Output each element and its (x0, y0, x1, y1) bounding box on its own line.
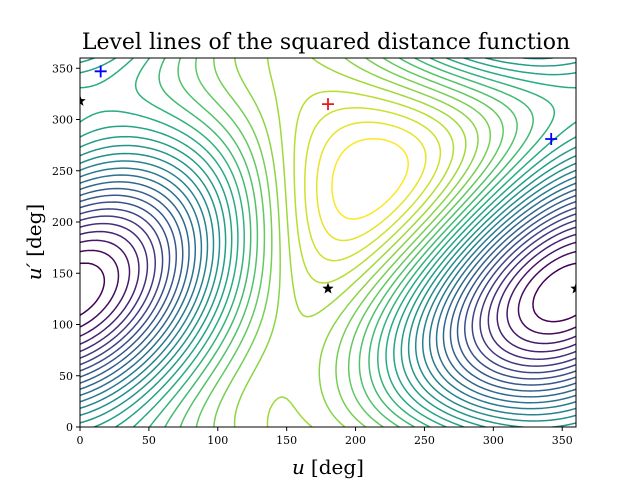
y-tick-label: 50 (59, 370, 73, 383)
contour-level (80, 187, 576, 392)
y-tick-label: 100 (52, 319, 73, 332)
x-axis-unit: [deg] (311, 455, 364, 479)
y-axis-ticks: 0 50 100 150 200 250 300 350 (52, 62, 80, 434)
x-tick-label: 200 (345, 434, 366, 447)
contour-level (331, 137, 409, 220)
contour-level (195, 58, 504, 427)
x-tick-label: 250 (414, 434, 435, 447)
contour-level (293, 90, 455, 284)
max-plus-marker (322, 98, 334, 111)
chart-title: Level lines of the squared distance func… (82, 30, 570, 55)
x-axis-ticks: 0 50 100 150 200 250 300 350 (77, 427, 573, 447)
contour-level (266, 58, 467, 427)
y-axis-symbol: u′ (22, 262, 46, 280)
y-tick-label: 350 (52, 62, 73, 75)
y-tick-label: 300 (52, 114, 73, 127)
contour-level (80, 152, 576, 422)
contour-level (304, 107, 442, 262)
contour-level (80, 167, 576, 410)
contour-level (80, 249, 576, 335)
x-tick-label: 150 (276, 434, 297, 447)
critical-point-markers (80, 65, 576, 294)
contour-level (213, 58, 492, 427)
y-tick-label: 0 (66, 421, 73, 434)
saddle-star-marker (80, 95, 86, 106)
x-tick-label: 300 (483, 434, 504, 447)
contour-level (177, 58, 518, 427)
y-axis-unit: [deg] (22, 204, 46, 257)
x-tick-label: 0 (77, 434, 84, 447)
x-tick-label: 100 (207, 434, 228, 447)
contour-level (80, 239, 576, 345)
min-plus-marker (94, 65, 107, 78)
contour-level (233, 58, 479, 427)
contour-level (80, 174, 576, 404)
x-axis-symbol: u (292, 455, 305, 479)
saddle-star-marker (322, 282, 334, 294)
contour-level (158, 58, 534, 427)
contour-level (80, 58, 576, 427)
min-plus-marker (545, 132, 558, 145)
y-tick-label: 250 (52, 165, 73, 178)
x-tick-label: 50 (142, 434, 156, 447)
contour-level (315, 121, 427, 242)
saddle-star-marker (570, 282, 576, 294)
contour-level (80, 208, 576, 374)
x-tick-label: 350 (552, 434, 573, 447)
contour-level (80, 201, 576, 380)
contour-level (80, 262, 576, 323)
contour-level (80, 215, 576, 367)
x-axis-label: u [deg] (292, 455, 364, 479)
y-tick-label: 200 (52, 216, 73, 229)
plot-frame (79, 57, 577, 428)
y-tick-label: 150 (52, 267, 73, 280)
contour-level (80, 194, 576, 386)
y-axis-label: u′ [deg] (22, 204, 46, 280)
contour-level (80, 181, 576, 398)
